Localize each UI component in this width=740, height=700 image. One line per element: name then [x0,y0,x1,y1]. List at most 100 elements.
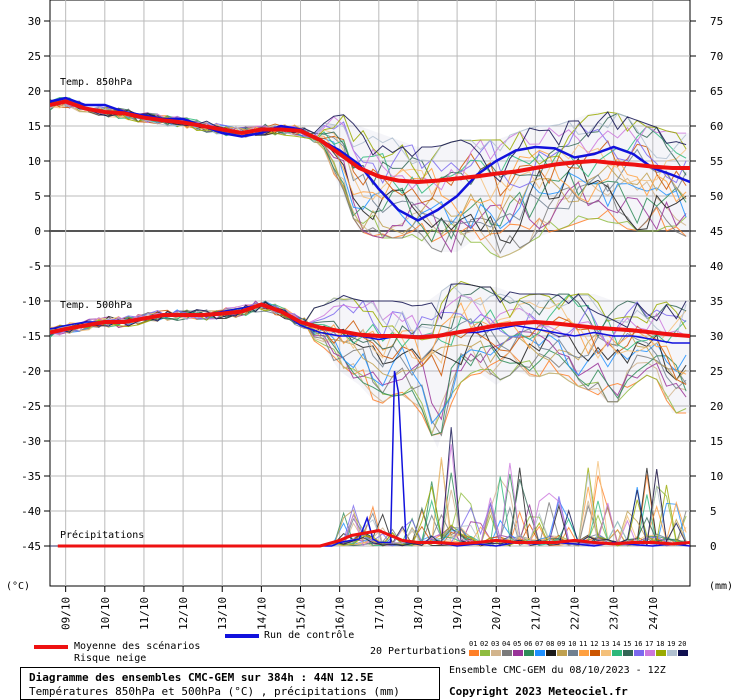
left-tick-label: 15 [28,120,41,133]
perturbation-legend-item-01: 01 [469,640,480,657]
legend-snow-label: Risque neige [74,653,147,664]
panel-label-t500: Temp. 500hPa [60,300,133,311]
perturbation-03-t500 [50,303,687,437]
perturbation-legend-swatch [678,650,688,656]
right-tick-label: 5 [710,505,717,518]
perturbation-06-t500 [50,302,687,437]
left-tick-label: -40 [21,505,41,518]
left-tick-label: -30 [21,435,41,448]
right-tick-label: 0 [710,540,717,553]
grid [50,0,690,586]
left-tick-label: 25 [28,50,41,63]
perturbation-legend-swatch [513,650,523,656]
perturbation-legend-item-07: 07 [535,640,546,657]
perturbation-legend-swatch [557,650,567,656]
perturbation-legend-id: 12 [590,640,599,648]
perturbation-legend-id: 04 [502,640,511,648]
perturbation-legend-item-09: 09 [557,640,568,657]
perturbation-legend-swatch [502,650,512,656]
perturbation-legend-item-10: 10 [568,640,579,657]
perturbation-legend-item-18: 18 [656,640,667,657]
x-axis-ticks: 09/10 10/10 11/10 12/10 13/10 14/10 15/10 16/10… [60,586,660,630]
perturbation-legend-item-12: 12 [590,640,601,657]
left-tick-label: 10 [28,155,41,168]
left-tick-label: -5 [28,260,41,273]
perturbation-legend-item-08: 08 [546,640,557,657]
title-box: Diagramme des ensembles CMC-GEM sur 384h… [20,667,440,700]
perturbation-legend-id: 09 [557,640,566,648]
perturbation-legend-swatch [612,650,622,656]
perturbation-legend-item-11: 11 [579,640,590,657]
perturbation-legend-item-05: 05 [513,640,524,657]
perturbation-legend-item-16: 16 [634,640,645,657]
perturbation-legend-id: 19 [667,640,676,648]
perturbation-legend-item-20: 20 [678,640,689,657]
perturbation-legend-id: 01 [469,640,478,648]
perturbation-legend-swatch [634,650,644,656]
panel-label-precip: Précipitations [60,530,145,541]
perturbation-legend-item-13: 13 [601,640,612,657]
legend-perturbations-label: 20 Perturbations [370,646,467,657]
perturbation-legend-item-19: 19 [667,640,678,657]
perturbation-legend-item-15: 15 [623,640,634,657]
x-tick-label: 09/10 [60,597,73,630]
perturbation-legend-id: 05 [513,640,522,648]
perturbation-legend-swatch [623,650,633,656]
perturbation-legend-id: 13 [601,640,610,648]
right-tick-label: 35 [710,295,723,308]
left-tick-label: 0 [34,225,41,238]
right-tick-label: 20 [710,400,723,413]
perturbation-10-t850 [50,99,687,228]
main-lines [50,96,690,548]
left-tick-label: -45 [21,540,41,553]
perturbation-legend-id: 16 [634,640,643,648]
perturbation-legend-swatch [590,650,600,656]
perturbation-legend-swatch [645,650,655,656]
perturbation-legend-swatch [535,650,545,656]
perturbation-legend-item-06: 06 [524,640,535,657]
perturbation-legend-item-04: 04 [502,640,513,657]
right-tick-label: 60 [710,120,723,133]
x-tick-label: 11/10 [138,597,151,630]
left-tick-label: -25 [21,400,41,413]
perturbation-legend-swatch [491,650,501,656]
perturbation-legend-item-17: 17 [645,640,656,657]
perturbation-legend-item-03: 03 [491,640,502,657]
mean-t500-line [50,302,690,340]
perturbation-legend-swatch [469,650,479,656]
ensemble-run-info: Ensemble CMC-GEM du 08/10/2023 - 12Z [449,665,666,676]
perturbation-legend-swatch [480,650,490,656]
x-tick-label: 10/10 [99,597,112,630]
legend-mean-swatch [34,645,68,649]
plot-area [49,0,691,587]
perturbation-17-t500 [50,295,687,346]
right-unit-label: (mm) [709,581,734,592]
perturbation-legend-swatch [656,650,666,656]
perturbation-legend-id: 17 [645,640,654,648]
right-tick-label: 65 [710,85,723,98]
chart-subtitle: Températures 850hPa et 500hPa (°C) , pré… [29,685,400,698]
perturbation-legend-id: 06 [524,640,533,648]
perturbation-legend-item-14: 14 [612,640,623,657]
x-tick-label: 18/10 [412,597,425,630]
x-tick-label: 13/10 [216,597,229,630]
x-tick-label: 15/10 [295,597,308,630]
left-tick-label: 5 [34,190,41,203]
panel-label-t850: Temp. 850hPa [60,77,133,88]
x-tick-label: 20/10 [490,597,503,630]
left-tick-label: 30 [28,15,41,28]
perturbation-20-t500 [50,283,687,333]
right-tick-label: 30 [710,330,723,343]
right-tick-label: 75 [710,15,723,28]
legend-control-swatch [225,634,259,638]
x-tick-label: 19/10 [451,597,464,630]
perturbation-legend-swatch [546,650,556,656]
perturbation-legend-id: 18 [656,640,665,648]
perturbation-14-t850 [50,96,687,195]
left-tick-label: -15 [21,330,41,343]
perturbation-legend-id: 11 [579,640,588,648]
perturbation-legend-swatch [601,650,611,656]
left-axis-ticks: 30 25 20 15 10 5 0 -5 -10 -15 -20 -25 -30 -35 -40 -45 [21,15,50,553]
